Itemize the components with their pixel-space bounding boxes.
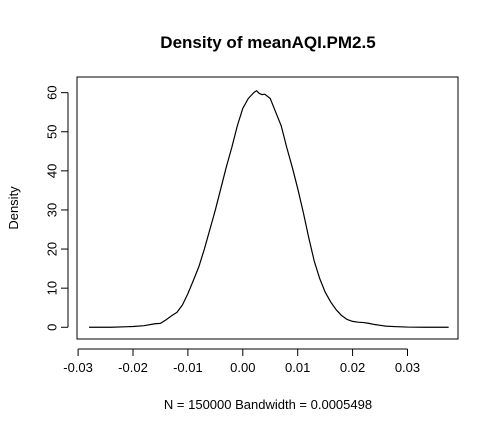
x-tick-label: -0.03 — [63, 360, 93, 375]
y-tick-label: 50 — [45, 125, 60, 139]
x-tick-label: 0.00 — [230, 360, 255, 375]
chart-title: Density of meanAQI.PM2.5 — [160, 33, 375, 52]
y-tick-label: 30 — [45, 203, 60, 217]
x-axis-label: N = 150000 Bandwidth = 0.0005498 — [164, 397, 372, 412]
y-tick-label: 60 — [45, 85, 60, 99]
y-tick-label: 20 — [45, 242, 60, 256]
y-tick-label: 0 — [45, 324, 60, 331]
x-tick-label: -0.02 — [118, 360, 148, 375]
x-tick-label: -0.01 — [173, 360, 203, 375]
y-axis: 0 10 20 30 40 50 60 — [45, 85, 69, 331]
y-tick-label: 10 — [45, 281, 60, 295]
series-layer — [89, 90, 449, 328]
x-axis: -0.03 -0.02 -0.01 0.00 0.01 0.02 0.03 — [63, 348, 420, 375]
x-tick-label: 0.03 — [395, 360, 420, 375]
y-tick-label: 40 — [45, 164, 60, 178]
y-axis-label: Density — [6, 186, 21, 230]
x-tick-label: 0.01 — [285, 360, 310, 375]
plot-frame — [76, 76, 459, 340]
density-line — [89, 90, 449, 328]
x-tick-label: 0.02 — [340, 360, 365, 375]
